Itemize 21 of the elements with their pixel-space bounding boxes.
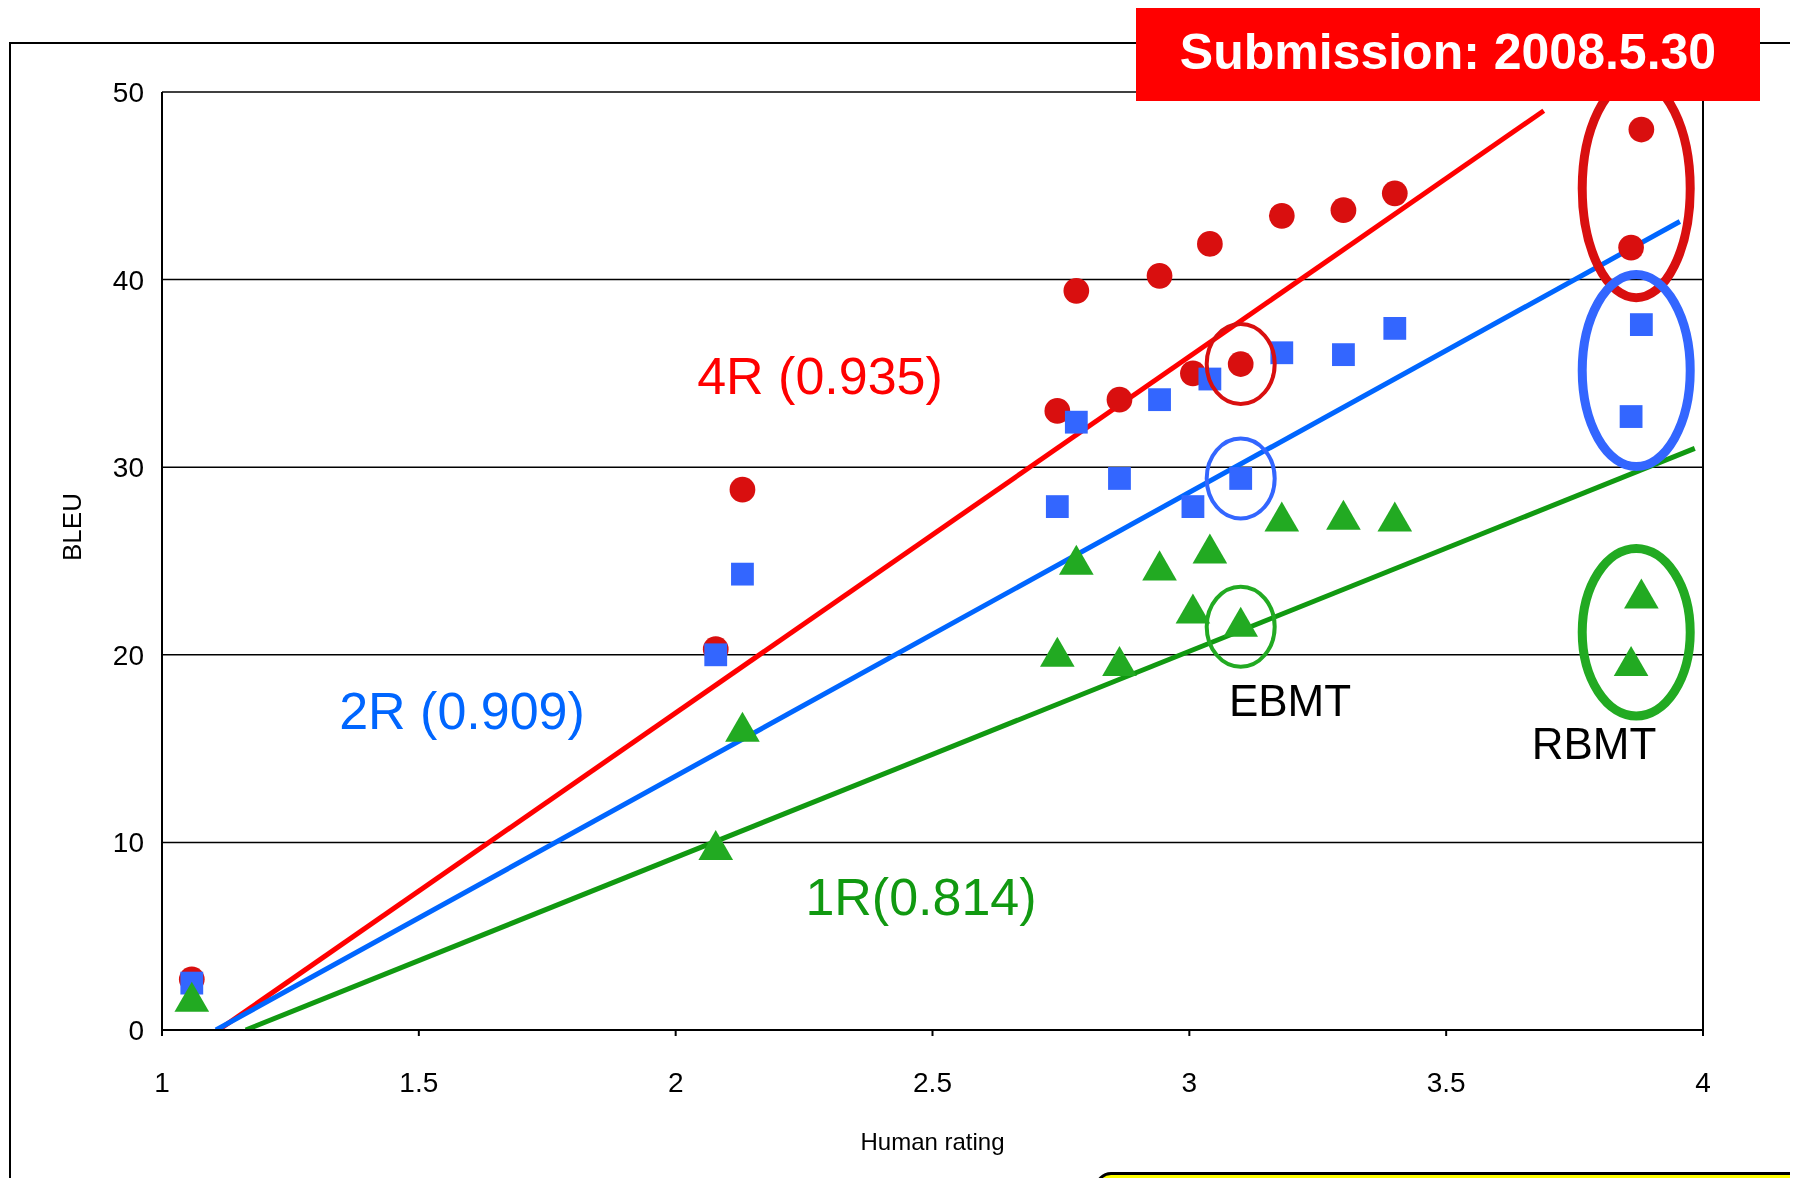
annotation: 4R (0.935) xyxy=(697,347,943,405)
y-tick-label: 40 xyxy=(112,264,144,296)
x-tick-label: 2.5 xyxy=(913,1066,952,1098)
x-tick-label: 3.5 xyxy=(1426,1066,1466,1098)
y-tick-label: 10 xyxy=(112,827,144,859)
y-tick-label: 20 xyxy=(112,639,144,671)
x-tick-label: 1.5 xyxy=(399,1066,439,1098)
annotation: 2R (0.909) xyxy=(339,682,585,740)
x-tick-label: 3 xyxy=(1181,1066,1198,1098)
y-tick-label: 50 xyxy=(112,76,144,108)
x-axis-title: Human rating xyxy=(860,1128,1005,1155)
y-tick-label: 0 xyxy=(128,1014,144,1046)
y-axis-title: BLEU xyxy=(57,493,88,561)
annotation: RBMT xyxy=(1531,718,1657,768)
y-tick-label: 30 xyxy=(112,452,144,484)
annotation: EBMT xyxy=(1228,675,1352,725)
x-tick-label: 1 xyxy=(154,1066,170,1098)
text: Submission: 2008.5.30 xyxy=(1178,23,1718,82)
x-tick-label: 4 xyxy=(1695,1066,1711,1098)
annotation: 1R(0.814) xyxy=(805,868,1037,926)
x-tick-label: 2 xyxy=(667,1066,684,1098)
